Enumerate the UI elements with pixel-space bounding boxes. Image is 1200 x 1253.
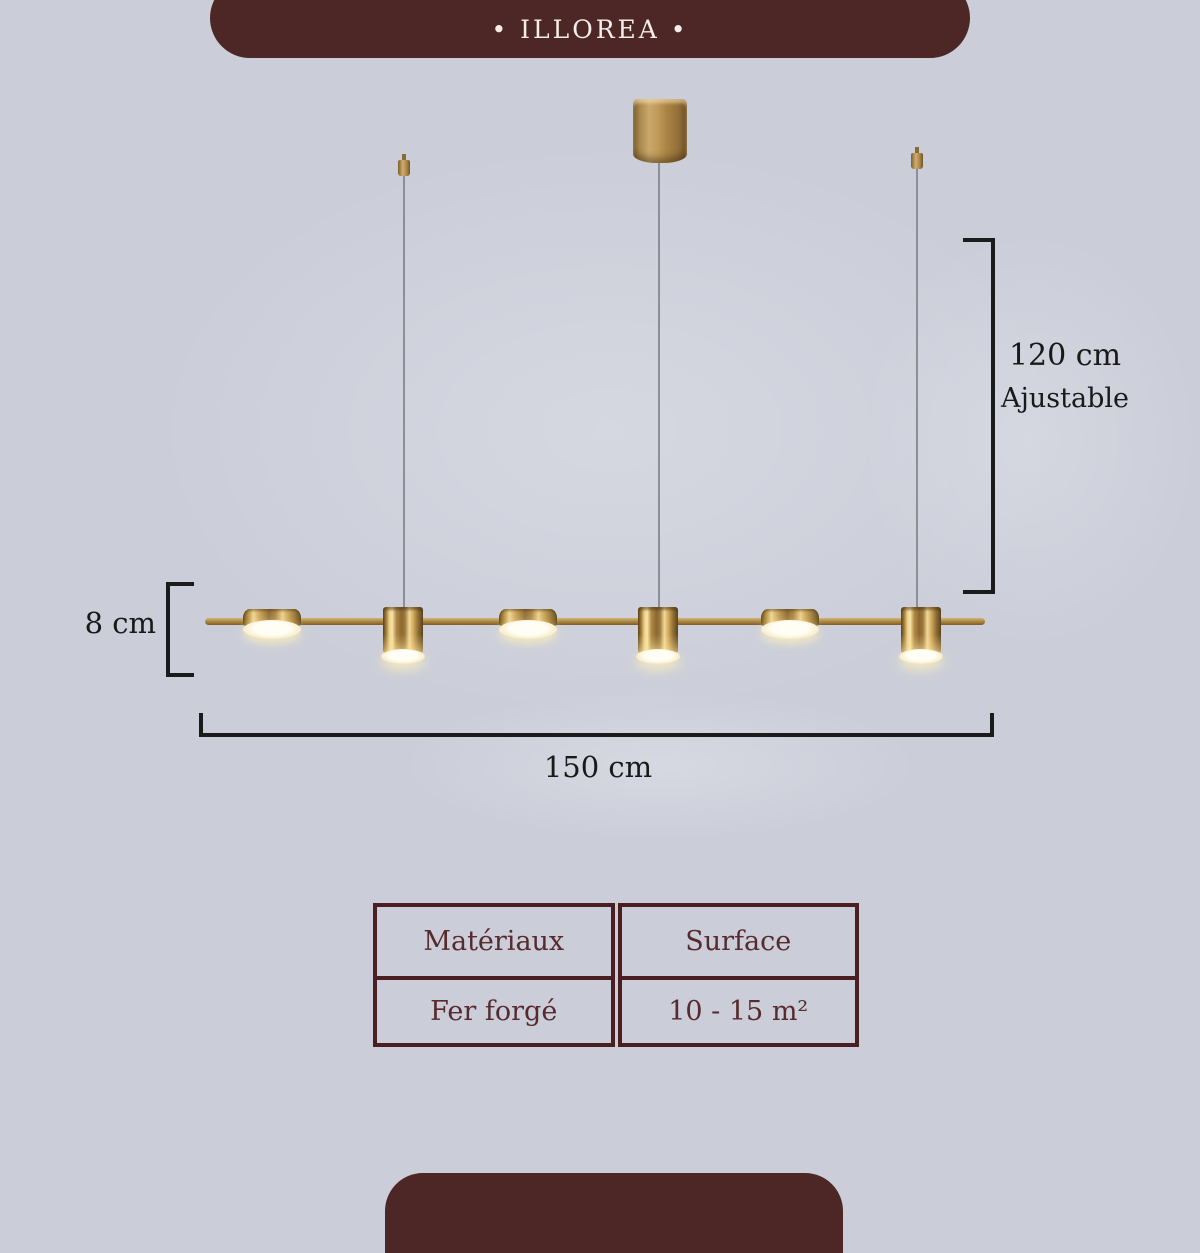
footer-banner — [385, 1173, 843, 1253]
height-dimension-tick-bottom — [963, 590, 995, 594]
specs-value-surface: 10 - 15 m² — [668, 996, 809, 1027]
suspension-cable-center — [658, 163, 660, 618]
bar-height-dimension-tick-bottom — [166, 673, 194, 677]
suspension-cable-right — [916, 168, 918, 608]
specs-table: Matériaux Fer forgé Surface 10 - 15 m² — [373, 903, 859, 1047]
light-bar — [205, 618, 985, 625]
cylinder-light-1-glow — [381, 649, 425, 664]
specs-value-materials: Fer forgé — [430, 996, 558, 1027]
width-dimension-line — [199, 733, 994, 737]
height-adjustable-note: Ajustable — [1001, 383, 1129, 414]
height-dimension-tick-top — [963, 238, 995, 242]
disc-light-3-glow — [761, 620, 819, 639]
height-dimension-line — [991, 238, 995, 594]
ceiling-canopy — [633, 99, 687, 163]
bar-height-dimension-tick-top — [166, 582, 194, 586]
height-dimension-label: 120 cm — [1008, 338, 1122, 373]
disc-light-1-glow — [243, 620, 301, 639]
bar-height-dimension-label: 8 cm — [84, 606, 156, 640]
cable-top-fitting-right — [911, 147, 923, 169]
cylinder-light-2 — [638, 607, 678, 654]
specs-header-surface: Surface — [621, 907, 855, 980]
bar-height-dimension-line — [166, 582, 170, 677]
disc-light-2-glow — [499, 620, 557, 639]
width-dimension-tick-left — [199, 713, 203, 737]
width-dimension-tick-right — [990, 713, 994, 737]
cylinder-light-3-glow — [899, 649, 943, 664]
brand-title: • ILLOREA • — [491, 14, 689, 44]
width-dimension-label: 150 cm — [543, 750, 653, 784]
cylinder-light-2-glow — [636, 649, 680, 664]
cylinder-light-1 — [383, 607, 423, 654]
cable-top-fitting-left — [398, 154, 410, 176]
photo-background-glow — [860, 230, 1200, 650]
specs-header-materials: Matériaux — [377, 907, 611, 980]
specs-column-surface: Surface 10 - 15 m² — [617, 903, 859, 1047]
header-banner: • ILLOREA • — [210, 0, 970, 58]
cylinder-light-3 — [901, 607, 941, 654]
suspension-cable-left — [403, 174, 405, 608]
specs-column-materials: Matériaux Fer forgé — [373, 903, 615, 1047]
